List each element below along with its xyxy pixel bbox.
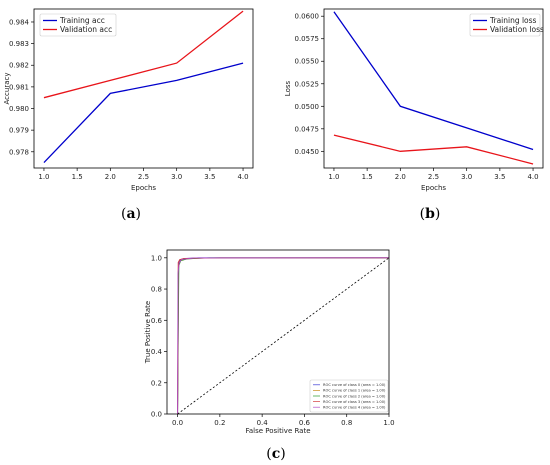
caption-open-paren: ( bbox=[266, 446, 271, 462]
x-tick-label: 1.0 bbox=[38, 173, 49, 181]
legend-frame bbox=[39, 13, 117, 37]
x-tick-label: 1.0 bbox=[383, 419, 394, 427]
legend-frame bbox=[309, 379, 389, 413]
legend-frame bbox=[469, 13, 541, 37]
x-tick-label: 0.0 bbox=[172, 419, 183, 427]
y-axis-label: Loss bbox=[284, 80, 292, 96]
x-tick-label: 3.0 bbox=[461, 173, 472, 181]
x-tick-label: 1.5 bbox=[362, 173, 373, 181]
y-tick-label: 0.0 bbox=[151, 411, 162, 419]
y-tick-label: 0.982 bbox=[9, 62, 29, 70]
y-axis-label: True Positive Rate bbox=[144, 301, 152, 364]
y-tick-label: 0.6 bbox=[151, 317, 163, 325]
y-tick-label: 0.984 bbox=[9, 18, 30, 26]
x-tick-label: 0.8 bbox=[341, 419, 352, 427]
x-axis-label: False Positive Rate bbox=[245, 427, 310, 435]
panel-c-caption: (c) bbox=[266, 446, 285, 462]
y-tick-label: 0.8 bbox=[151, 286, 162, 294]
series-line-1 bbox=[43, 10, 244, 99]
caption-c-letter: c bbox=[272, 446, 281, 462]
y-tick-label: 0.983 bbox=[9, 40, 29, 48]
x-tick-label: 3.0 bbox=[171, 173, 182, 181]
x-tick-label: 3.5 bbox=[204, 173, 215, 181]
legend-label: ROC curve of class 1 (area = 1.00) bbox=[323, 389, 386, 393]
x-tick-label: 0.4 bbox=[257, 419, 269, 427]
legend-label: ROC curve of class 3 (area = 1.00) bbox=[323, 400, 386, 404]
x-axis-label: Epochs bbox=[131, 184, 156, 192]
series-line-1 bbox=[333, 134, 534, 165]
caption-open-paren: ( bbox=[121, 206, 126, 222]
axes-frame bbox=[166, 249, 390, 415]
y-tick-label: 0.0450 bbox=[295, 148, 320, 156]
x-tick-label: 0.2 bbox=[214, 419, 225, 427]
x-tick-label: 1.5 bbox=[72, 173, 83, 181]
caption-close-paren: ) bbox=[136, 206, 141, 222]
legend-label: Training loss bbox=[489, 16, 537, 25]
y-axis-label: Accuracy bbox=[3, 73, 11, 105]
legend-label: ROC curve of class 2 (area = 1.00) bbox=[323, 394, 386, 398]
y-tick-label: 0.0575 bbox=[295, 35, 320, 43]
x-axis-label: Epochs bbox=[421, 184, 446, 192]
y-tick-label: 1.0 bbox=[151, 254, 162, 262]
y-tick-label: 0.2 bbox=[151, 379, 162, 387]
accuracy-panel: 1.0 1.5 2.0 2.5 3.0 3.5 4.0 0.978 0.979 0.980 0.98… bbox=[3, 8, 254, 192]
y-tick-label: 0.0600 bbox=[295, 13, 320, 21]
x-tick-label: 4.0 bbox=[237, 173, 248, 181]
panel-b-caption: (b) bbox=[420, 206, 441, 222]
legend-label: Validation acc bbox=[60, 25, 112, 34]
x-tick-label: 2.5 bbox=[428, 173, 439, 181]
y-tick-label: 0.0475 bbox=[295, 125, 320, 133]
legend-label: Training acc bbox=[59, 16, 105, 25]
roc-panel: 0.0 0.2 0.4 0.6 0.8 1.0 0.0 0.2 0.4 0.6 0.8 1.0 Fals… bbox=[144, 249, 395, 435]
series-line-0 bbox=[333, 11, 534, 151]
caption-a-letter: a bbox=[126, 206, 135, 222]
x-tick-label: 4.0 bbox=[527, 173, 538, 181]
series-line-4 bbox=[177, 257, 390, 415]
x-tick-label: 3.5 bbox=[494, 173, 505, 181]
y-tick-label: 0.4 bbox=[151, 348, 163, 356]
legend: ROC curve of class 0 (area = 1.00) ROC cu… bbox=[309, 379, 389, 413]
y-tick-label: 0.979 bbox=[9, 127, 29, 135]
y-tick-label: 0.978 bbox=[9, 148, 29, 156]
y-tick-label: 0.981 bbox=[9, 83, 29, 91]
x-tick-label: 2.0 bbox=[395, 173, 406, 181]
y-tick-label: 0.0500 bbox=[295, 103, 320, 111]
x-tick-label: 0.6 bbox=[299, 419, 311, 427]
x-tick-label: 2.5 bbox=[138, 173, 149, 181]
caption-open-paren: ( bbox=[420, 206, 425, 222]
panel-a-caption: (a) bbox=[121, 206, 141, 222]
legend-label: Validation loss bbox=[490, 25, 544, 34]
caption-b-letter: b bbox=[425, 206, 435, 222]
legend-label: ROC curve of class 0 (area = 1.00) bbox=[323, 383, 386, 387]
caption-close-paren: ) bbox=[435, 206, 440, 222]
y-tick-label: 0.0550 bbox=[295, 58, 320, 66]
x-tick-label: 2.0 bbox=[105, 173, 116, 181]
caption-close-paren: ) bbox=[280, 446, 285, 462]
x-tick-label: 1.0 bbox=[328, 173, 339, 181]
y-tick-label: 0.980 bbox=[9, 105, 29, 113]
y-tick-label: 0.0525 bbox=[295, 80, 320, 88]
loss-panel: 1.0 1.5 2.0 2.5 3.0 3.5 4.0 0.0450 0.0475 0.0500 0… bbox=[284, 8, 544, 192]
legend-label: ROC curve of class 4 (area = 1.00) bbox=[323, 406, 386, 410]
series-line-0 bbox=[43, 62, 244, 164]
